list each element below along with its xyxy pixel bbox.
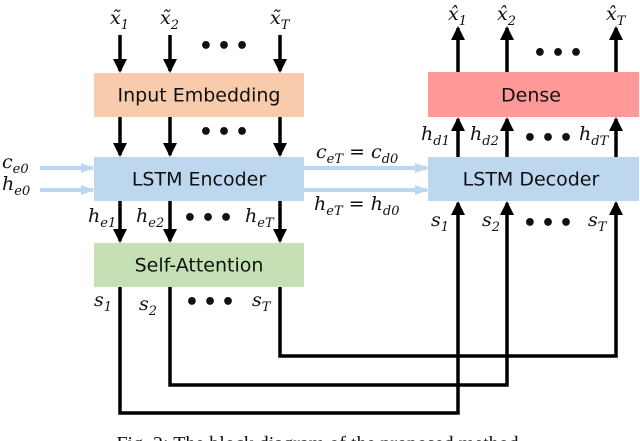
- dense-block: [428, 72, 639, 117]
- sT-label: sT: [252, 289, 272, 315]
- decoder-sT-label: sT: [588, 209, 608, 235]
- ellipsis: •••: [185, 290, 239, 315]
- figure-caption: Fig. 2: The block diagram of the propose…: [116, 433, 523, 441]
- s1-connection: [118, 201, 465, 415]
- h-e1-label: he1: [88, 205, 116, 231]
- self-attention-label: Self-Attention: [135, 255, 264, 277]
- hidden-state-transfer-label: heT = hd0: [314, 193, 399, 219]
- attention-to-decoder-connections: [118, 201, 623, 415]
- ellipsis: •••: [523, 126, 577, 151]
- lstm-decoder-block: [428, 157, 639, 201]
- lstm-encoder-label: LSTM Encoder: [132, 169, 267, 191]
- self-attention-block: [94, 243, 304, 287]
- c-e0-label: ce0: [2, 151, 29, 177]
- input-xT-label: x̃T: [270, 7, 291, 33]
- state-arrows: [40, 163, 429, 195]
- input-embedding-block: [94, 73, 304, 117]
- lstm-decoder-label: LSTM Decoder: [463, 169, 600, 191]
- s2-connection: [168, 201, 514, 387]
- input-x1-label: x̃1: [110, 7, 129, 33]
- sT-connection: [278, 201, 623, 358]
- cell-state-transfer-label: ceT = cd0: [316, 141, 398, 167]
- input-arrows: [113, 26, 623, 243]
- input-x2-label: x̃2: [160, 7, 179, 33]
- ellipsis: •••: [523, 211, 577, 236]
- s1-label: s1: [94, 289, 112, 315]
- ellipsis: •••: [199, 34, 253, 59]
- dense-label: Dense: [501, 85, 561, 107]
- ellipsis: •••: [533, 41, 587, 66]
- decoder-s1-label: s1: [431, 209, 449, 235]
- lstm-encoder-block: [94, 157, 304, 201]
- h-eT-label: heT: [245, 205, 275, 231]
- output-xT-label: x̂T: [606, 3, 627, 29]
- ellipsis: •••: [199, 120, 253, 145]
- s2-label: s2: [139, 293, 157, 319]
- decoder-s2-label: s2: [482, 209, 500, 235]
- output-x1-label: x̂1: [448, 3, 467, 29]
- h-e0-label: he0: [2, 173, 30, 199]
- output-x2-label: x̂2: [497, 3, 516, 29]
- ellipsis: •••: [183, 206, 237, 231]
- h-d1-label: hd1: [421, 123, 450, 149]
- h-dT-label: hdT: [579, 123, 610, 149]
- h-d2-label: hd2: [470, 123, 499, 149]
- input-embedding-label: Input Embedding: [117, 85, 280, 107]
- h-e2-label: he2: [136, 205, 164, 231]
